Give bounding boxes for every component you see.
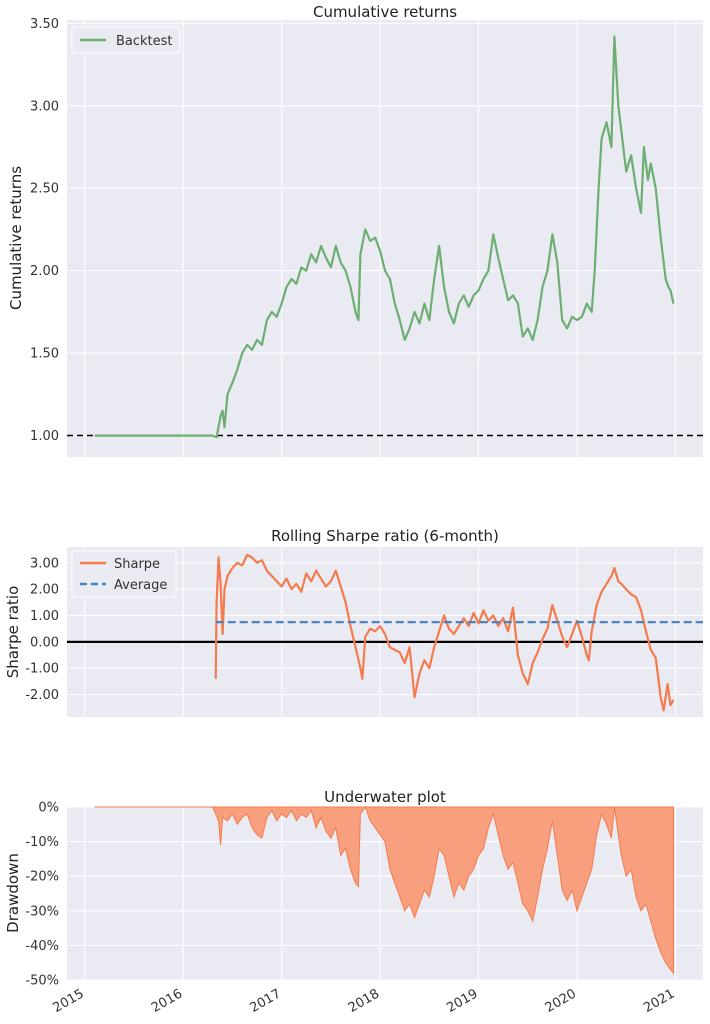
y-tick-labels: 0% -10% -20% -30% -40% -50%	[25, 801, 59, 989]
y-tick-label: 1.00	[30, 609, 59, 624]
y-tick-label: -1.00	[25, 662, 59, 677]
legend-label-sharpe: Sharpe	[114, 557, 160, 572]
y-tick-label: 0%	[38, 801, 59, 816]
panel-background	[67, 20, 703, 457]
y-tick-label: 3.50	[30, 17, 59, 32]
x-tick-label: 2021	[641, 986, 677, 1016]
legend-label-average: Average	[114, 578, 167, 593]
x-tick-labels: 2015 2016 2017 2018 2019 2020 2021	[51, 986, 678, 1016]
y-tick-label: -40%	[25, 939, 59, 954]
y-tick-label: -30%	[25, 904, 59, 919]
plot-area	[94, 805, 674, 975]
panel-underwater: 0%-10%-20%-30%-40%-50% 2015 2016 2017 2018 2…	[4, 788, 703, 1016]
y-tick-label: 2.00	[30, 264, 59, 279]
panel-cumulative-returns: 1.00 1.50 2.00 2.50 3.00 3.50 Cumulative retu…	[7, 3, 703, 457]
x-tick-label: 2020	[543, 986, 579, 1016]
y-tick-label: 3.00	[30, 99, 59, 114]
y-tick-label: -20%	[25, 870, 59, 885]
chart-title: Underwater plot	[324, 788, 446, 806]
gridlines	[67, 20, 703, 457]
y-tick-label: 2.00	[30, 583, 59, 598]
y-tick-label: 3.00	[30, 556, 59, 571]
plot-area	[67, 35, 703, 439]
y-tick-labels: 1.00 1.50 2.00 2.50 3.00 3.50	[30, 17, 59, 444]
series-area-drawdown	[94, 805, 674, 975]
x-tick-label: 2018	[346, 986, 382, 1016]
y-axis-label: Sharpe ratio	[4, 586, 22, 679]
x-tick-label: 2017	[247, 986, 283, 1016]
x-tick-label: 2015	[51, 986, 87, 1016]
panel-rolling-sharpe: -2.00 -1.00 0.00 1.00 2.00 3.00 Rolling Sharp…	[4, 527, 703, 717]
legend: Sharpe Average	[71, 550, 177, 598]
y-tick-label: -50%	[25, 974, 59, 989]
x-tick-label: 2019	[444, 986, 480, 1016]
y-tick-label: 2.50	[30, 182, 59, 197]
x-tick-label: 2016	[149, 986, 185, 1016]
y-axis-label: Drawdown	[4, 853, 22, 933]
legend-box	[71, 26, 181, 54]
y-tick-label: -10%	[25, 835, 59, 850]
chart-title: Cumulative returns	[313, 3, 457, 21]
y-tick-labels: -2.00 -1.00 0.00 1.00 2.00 3.00	[25, 556, 59, 703]
legend: Backtest	[71, 26, 181, 54]
y-tick-label: 1.00	[30, 429, 59, 444]
y-tick-label: -2.00	[25, 688, 59, 703]
y-tick-label: 0.00	[30, 635, 59, 650]
series-line-backtest	[94, 35, 675, 439]
legend-label-backtest: Backtest	[116, 34, 173, 49]
y-axis-label: Cumulative returns	[7, 166, 25, 310]
plot-area	[67, 553, 703, 712]
y-tick-label: 1.50	[30, 347, 59, 362]
series-line-sharpe	[214, 553, 675, 712]
chart-title: Rolling Sharpe ratio (6-month)	[271, 527, 499, 545]
